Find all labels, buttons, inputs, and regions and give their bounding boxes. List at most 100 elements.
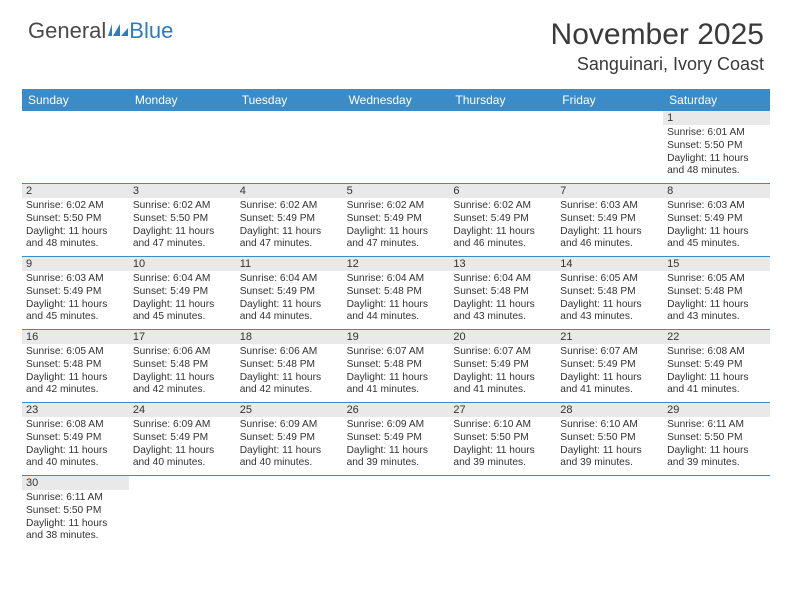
sunrise-line: Sunrise: 6:10 AM xyxy=(453,419,552,432)
calendar-day: 30Sunrise: 6:11 AMSunset: 5:50 PMDayligh… xyxy=(22,476,129,548)
sunrise-line: Sunrise: 6:06 AM xyxy=(240,346,339,359)
title-block: November 2025 Sanguinari, Ivory Coast xyxy=(551,18,764,75)
calendar-day-empty xyxy=(236,111,343,183)
sunset-line: Sunset: 5:49 PM xyxy=(453,359,552,372)
calendar-day-empty xyxy=(129,476,236,548)
sunrise-line: Sunrise: 6:05 AM xyxy=(667,273,766,286)
daylight-line: Daylight: 11 hours and 43 minutes. xyxy=(667,299,766,325)
daylight-line: Daylight: 11 hours and 47 minutes. xyxy=(347,226,446,252)
daylight-line: Daylight: 11 hours and 45 minutes. xyxy=(667,226,766,252)
daylight-line: Daylight: 11 hours and 41 minutes. xyxy=(560,372,659,398)
sunrise-line: Sunrise: 6:02 AM xyxy=(133,200,232,213)
calendar-day-empty xyxy=(129,111,236,183)
sunset-line: Sunset: 5:49 PM xyxy=(26,432,125,445)
calendar-week: 23Sunrise: 6:08 AMSunset: 5:49 PMDayligh… xyxy=(22,403,770,476)
sunrise-line: Sunrise: 6:07 AM xyxy=(560,346,659,359)
day-number: 28 xyxy=(556,403,663,417)
sunrise-line: Sunrise: 6:07 AM xyxy=(453,346,552,359)
brand-logo: General Blue xyxy=(28,18,173,44)
calendar-day: 28Sunrise: 6:10 AMSunset: 5:50 PMDayligh… xyxy=(556,403,663,475)
sunrise-line: Sunrise: 6:08 AM xyxy=(667,346,766,359)
sunrise-line: Sunrise: 6:04 AM xyxy=(453,273,552,286)
daylight-line: Daylight: 11 hours and 44 minutes. xyxy=(347,299,446,325)
day-of-week-cell: Sunday xyxy=(22,89,129,111)
sunrise-line: Sunrise: 6:05 AM xyxy=(560,273,659,286)
day-number xyxy=(22,111,129,125)
calendar-day: 1Sunrise: 6:01 AMSunset: 5:50 PMDaylight… xyxy=(663,111,770,183)
day-of-week-header: SundayMondayTuesdayWednesdayThursdayFrid… xyxy=(22,89,770,111)
day-number: 15 xyxy=(663,257,770,271)
sunset-line: Sunset: 5:49 PM xyxy=(26,286,125,299)
daylight-line: Daylight: 11 hours and 43 minutes. xyxy=(453,299,552,325)
day-number: 5 xyxy=(343,184,450,198)
sunrise-line: Sunrise: 6:01 AM xyxy=(667,127,766,140)
sunset-line: Sunset: 5:50 PM xyxy=(453,432,552,445)
daylight-line: Daylight: 11 hours and 39 minutes. xyxy=(347,445,446,471)
sunrise-line: Sunrise: 6:03 AM xyxy=(667,200,766,213)
day-number xyxy=(663,476,770,490)
sunset-line: Sunset: 5:50 PM xyxy=(560,432,659,445)
daylight-line: Daylight: 11 hours and 39 minutes. xyxy=(560,445,659,471)
daylight-line: Daylight: 11 hours and 47 minutes. xyxy=(240,226,339,252)
day-number: 24 xyxy=(129,403,236,417)
calendar-day: 17Sunrise: 6:06 AMSunset: 5:48 PMDayligh… xyxy=(129,330,236,402)
sunset-line: Sunset: 5:49 PM xyxy=(240,432,339,445)
day-number xyxy=(449,111,556,125)
day-number xyxy=(343,111,450,125)
calendar-day-empty xyxy=(663,476,770,548)
sunset-line: Sunset: 5:49 PM xyxy=(667,359,766,372)
day-number: 9 xyxy=(22,257,129,271)
day-number xyxy=(343,476,450,490)
sunrise-line: Sunrise: 6:11 AM xyxy=(26,492,125,505)
calendar-day: 9 Sunrise: 6:03 AMSunset: 5:49 PMDaylight… xyxy=(22,257,129,329)
day-of-week-cell: Wednesday xyxy=(343,89,450,111)
day-number: 19 xyxy=(343,330,450,344)
sunset-line: Sunset: 5:48 PM xyxy=(133,359,232,372)
calendar-day: 21Sunrise: 6:07 AMSunset: 5:49 PMDayligh… xyxy=(556,330,663,402)
day-number: 20 xyxy=(449,330,556,344)
day-number: 23 xyxy=(22,403,129,417)
day-number: 8 xyxy=(663,184,770,198)
daylight-line: Daylight: 11 hours and 44 minutes. xyxy=(240,299,339,325)
brand-part2: Blue xyxy=(129,18,173,44)
day-number: 13 xyxy=(449,257,556,271)
daylight-line: Daylight: 11 hours and 46 minutes. xyxy=(453,226,552,252)
calendar-week: 30Sunrise: 6:11 AMSunset: 5:50 PMDayligh… xyxy=(22,476,770,548)
sunset-line: Sunset: 5:50 PM xyxy=(26,505,125,518)
calendar-week: 2Sunrise: 6:02 AMSunset: 5:50 PMDaylight… xyxy=(22,184,770,257)
sunrise-line: Sunrise: 6:05 AM xyxy=(26,346,125,359)
sunset-line: Sunset: 5:48 PM xyxy=(347,286,446,299)
calendar-day: 6Sunrise: 6:02 AMSunset: 5:49 PMDaylight… xyxy=(449,184,556,256)
day-number: 18 xyxy=(236,330,343,344)
day-number xyxy=(236,476,343,490)
brand-part1: General xyxy=(28,18,106,44)
sunset-line: Sunset: 5:49 PM xyxy=(347,213,446,226)
sunset-line: Sunset: 5:50 PM xyxy=(667,432,766,445)
daylight-line: Daylight: 11 hours and 41 minutes. xyxy=(347,372,446,398)
sunset-line: Sunset: 5:50 PM xyxy=(667,140,766,153)
sunrise-line: Sunrise: 6:08 AM xyxy=(26,419,125,432)
day-number: 21 xyxy=(556,330,663,344)
calendar-day: 18Sunrise: 6:06 AMSunset: 5:48 PMDayligh… xyxy=(236,330,343,402)
calendar-day: 27Sunrise: 6:10 AMSunset: 5:50 PMDayligh… xyxy=(449,403,556,475)
calendar-week: 9Sunrise: 6:03 AMSunset: 5:49 PMDaylight… xyxy=(22,257,770,330)
sunrise-line: Sunrise: 6:03 AM xyxy=(26,273,125,286)
daylight-line: Daylight: 11 hours and 45 minutes. xyxy=(26,299,125,325)
day-of-week-cell: Tuesday xyxy=(236,89,343,111)
calendar-day: 12Sunrise: 6:04 AMSunset: 5:48 PMDayligh… xyxy=(343,257,450,329)
day-number xyxy=(129,111,236,125)
sunrise-line: Sunrise: 6:02 AM xyxy=(26,200,125,213)
calendar-day: 8Sunrise: 6:03 AMSunset: 5:49 PMDaylight… xyxy=(663,184,770,256)
daylight-line: Daylight: 11 hours and 48 minutes. xyxy=(26,226,125,252)
calendar-day: 3Sunrise: 6:02 AMSunset: 5:50 PMDaylight… xyxy=(129,184,236,256)
calendar-grid: SundayMondayTuesdayWednesdayThursdayFrid… xyxy=(22,89,770,548)
calendar-day-empty xyxy=(556,111,663,183)
calendar-day: 5Sunrise: 6:02 AMSunset: 5:49 PMDaylight… xyxy=(343,184,450,256)
daylight-line: Daylight: 11 hours and 40 minutes. xyxy=(133,445,232,471)
daylight-line: Daylight: 11 hours and 43 minutes. xyxy=(560,299,659,325)
sunrise-line: Sunrise: 6:09 AM xyxy=(240,419,339,432)
month-title: November 2025 xyxy=(551,18,764,52)
calendar-day-empty xyxy=(22,111,129,183)
calendar-day: 29Sunrise: 6:11 AMSunset: 5:50 PMDayligh… xyxy=(663,403,770,475)
calendar-day: 26Sunrise: 6:09 AMSunset: 5:49 PMDayligh… xyxy=(343,403,450,475)
